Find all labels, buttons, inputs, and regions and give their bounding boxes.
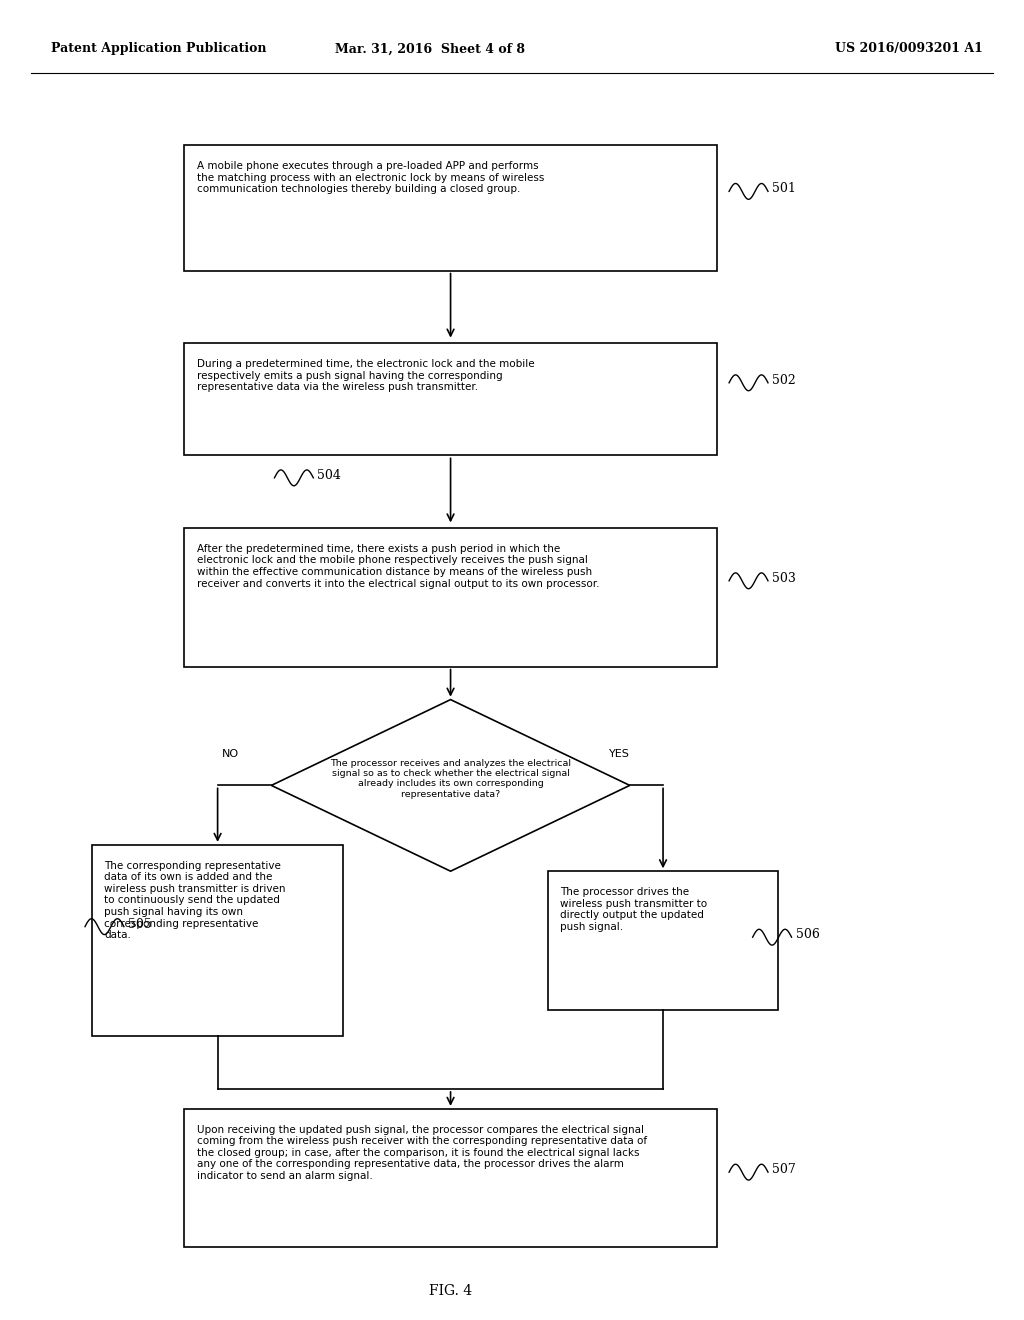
- Text: FIG. 4: FIG. 4: [429, 1284, 472, 1298]
- Text: 502: 502: [772, 374, 796, 387]
- Text: Upon receiving the updated push signal, the processor compares the electrical si: Upon receiving the updated push signal, …: [197, 1125, 647, 1181]
- Text: Patent Application Publication: Patent Application Publication: [51, 42, 266, 55]
- Text: After the predetermined time, there exists a push period in which the
electronic: After the predetermined time, there exis…: [197, 544, 599, 589]
- Text: YES: YES: [609, 748, 630, 759]
- Text: A mobile phone executes through a pre-loaded APP and performs
the matching proce: A mobile phone executes through a pre-lo…: [197, 161, 544, 194]
- Text: The processor drives the
wireless push transmitter to
directly output the update: The processor drives the wireless push t…: [560, 887, 708, 932]
- Text: 507: 507: [772, 1163, 796, 1176]
- Text: The processor receives and analyzes the electrical
signal so as to check whether: The processor receives and analyzes the …: [330, 759, 571, 799]
- FancyBboxPatch shape: [184, 528, 717, 667]
- FancyBboxPatch shape: [184, 343, 717, 455]
- Text: During a predetermined time, the electronic lock and the mobile
respectively emi: During a predetermined time, the electro…: [197, 359, 535, 392]
- FancyBboxPatch shape: [92, 845, 343, 1036]
- Polygon shape: [271, 700, 630, 871]
- FancyBboxPatch shape: [548, 871, 778, 1010]
- FancyBboxPatch shape: [184, 145, 717, 271]
- Text: 504: 504: [317, 469, 341, 482]
- Text: 503: 503: [772, 572, 796, 585]
- Text: Mar. 31, 2016  Sheet 4 of 8: Mar. 31, 2016 Sheet 4 of 8: [335, 42, 525, 55]
- Text: The corresponding representative
data of its own is added and the
wireless push : The corresponding representative data of…: [104, 861, 286, 940]
- Text: US 2016/0093201 A1: US 2016/0093201 A1: [836, 42, 983, 55]
- Text: NO: NO: [222, 748, 239, 759]
- Text: 506: 506: [796, 928, 819, 941]
- Text: 501: 501: [772, 182, 796, 195]
- FancyBboxPatch shape: [184, 1109, 717, 1247]
- Text: 505: 505: [128, 917, 152, 931]
